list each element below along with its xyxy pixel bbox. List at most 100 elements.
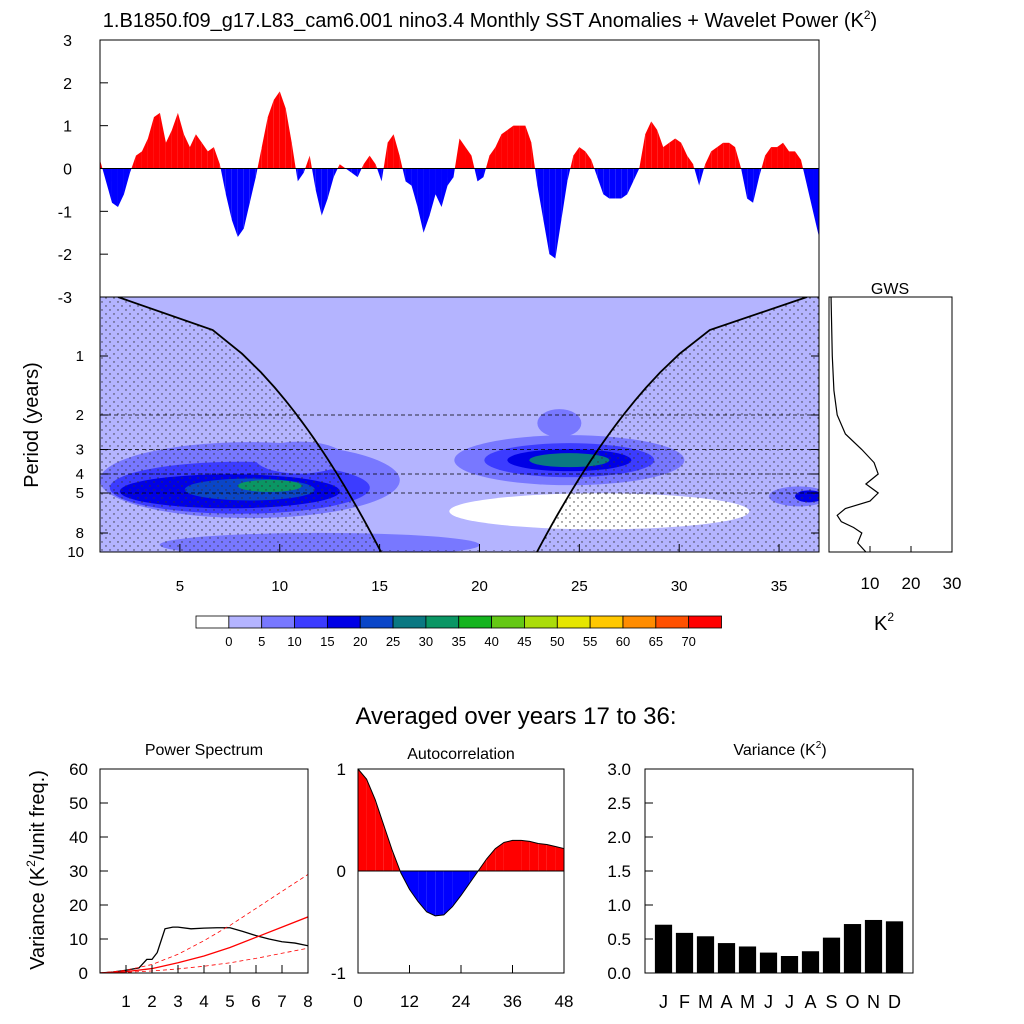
colorbar-box <box>294 615 328 629</box>
y-tick-label: 4 <box>76 466 84 483</box>
positive-anomaly-segment <box>765 147 772 169</box>
colorbar-box <box>458 615 493 629</box>
negative-anomaly-segment <box>243 168 250 229</box>
negative-anomaly-segment <box>759 168 762 178</box>
x-tick-label: 4 <box>199 992 208 1011</box>
negative-anomaly-segment <box>603 168 610 199</box>
colorbar-box <box>556 615 591 629</box>
negative-anomaly-segment <box>351 168 358 178</box>
power-spectrum-frame <box>99 768 309 974</box>
positive-anomaly-segment <box>159 112 166 169</box>
positive-anomaly-segment <box>789 151 796 169</box>
y-tick-label: 0 <box>337 862 346 881</box>
colorbar-label: 65 <box>649 634 663 649</box>
negative-anomaly-segment <box>117 168 124 208</box>
colorbar-label: 50 <box>550 634 564 649</box>
colorbar-box <box>195 615 230 629</box>
positive-anomaly-segment <box>471 155 475 169</box>
negative-anomaly-segment <box>561 168 568 220</box>
positive-anomaly-segment <box>795 151 802 169</box>
colorbar-boxes <box>195 615 722 629</box>
y-tick-label: 1 <box>76 348 84 365</box>
colorbar-box <box>228 615 263 629</box>
positive-anomaly-segment <box>383 142 388 169</box>
positive-anomaly-segment <box>219 164 221 169</box>
negative-anomaly-segment <box>220 168 226 195</box>
colorbar-label: 40 <box>484 634 498 649</box>
spectrum-line-upper-bound <box>100 874 308 973</box>
positive-anomaly-segment <box>201 142 208 169</box>
negative-anomaly-segment <box>405 168 412 186</box>
positive-anomaly-segment <box>195 134 202 169</box>
autocorrelation-line <box>357 768 565 917</box>
negative-anomaly-segment <box>429 168 436 216</box>
positive-anomaly-segment <box>531 142 535 169</box>
positive-anomaly-segment <box>100 159 103 169</box>
positive-correlation-segment <box>521 840 530 871</box>
colorbar-box <box>491 615 525 629</box>
x-tick-label: 35 <box>771 578 788 595</box>
timeseries-panel: 3 2 1 0 -1 -2 -3 <box>58 33 820 307</box>
positive-anomaly-segment <box>761 155 766 169</box>
positive-anomaly-segment <box>645 121 652 169</box>
positive-anomaly-segment <box>171 112 178 169</box>
colorbar-label: 30 <box>419 634 433 649</box>
variance-y-axis: 3.0 2.5 2.0 1.5 1.0 0.5 0.0 <box>607 760 653 983</box>
colorbar-label: 10 <box>287 634 301 649</box>
x-tick-label: J <box>764 992 773 1012</box>
negative-anomaly-segment <box>694 168 700 186</box>
positive-anomaly-segment <box>735 147 742 169</box>
y-tick-label: 3.0 <box>607 760 631 779</box>
negative-anomaly-segment <box>534 168 538 186</box>
positive-correlation-segment <box>495 842 504 871</box>
positive-anomaly-segment <box>585 151 592 169</box>
negative-anomaly-segment <box>111 168 118 208</box>
colorbar-label: 5 <box>258 634 265 649</box>
x-tick-label: 20 <box>471 578 488 595</box>
negative-anomaly-segment <box>402 168 406 182</box>
x-tick-label: S <box>825 992 837 1012</box>
positive-anomaly-segment <box>771 147 778 169</box>
negative-anomaly-segment <box>594 168 598 178</box>
positive-anomaly-segment <box>657 129 664 169</box>
negative-correlation-segment <box>461 871 470 896</box>
negative-anomaly-segment <box>237 168 244 238</box>
figure-title: 1.B1850.f09_g17.L83_cam6.001 nino3.4 Mon… <box>103 8 877 32</box>
y-tick-label: -1 <box>58 204 72 221</box>
x-tick-label: 10 <box>271 578 288 595</box>
negative-anomaly-segment <box>297 168 304 182</box>
variance-bar <box>654 924 673 973</box>
positive-anomaly-segment <box>501 129 508 169</box>
negative-anomaly-segment <box>621 168 628 199</box>
y-tick-label: -1 <box>331 964 346 983</box>
x-tick-label: M <box>698 992 713 1012</box>
positive-anomaly-segment <box>573 147 580 169</box>
colorbar-box <box>655 615 690 629</box>
negative-anomaly-segment <box>567 168 571 182</box>
x-tick-label: J <box>785 992 794 1012</box>
positive-anomaly-segment <box>131 155 136 169</box>
positive-anomaly-segment <box>309 155 312 169</box>
y-tick-label: 0.0 <box>607 964 631 983</box>
negative-anomaly-segment <box>477 168 484 182</box>
negative-anomaly-segment <box>537 168 544 220</box>
positive-anomaly-segment <box>153 112 160 169</box>
negative-anomaly-segment <box>807 168 814 212</box>
positive-anomaly-segment <box>717 142 724 169</box>
negative-anomaly-segment <box>741 168 748 199</box>
positive-anomaly-segment <box>189 134 196 169</box>
x-tick-label: 8 <box>303 992 312 1011</box>
variance-bar <box>738 946 757 973</box>
wavelet-y-label: Period (years) <box>21 362 43 488</box>
positive-anomaly-segment <box>507 125 514 169</box>
variance-bar <box>780 956 799 973</box>
x-tick-label: 36 <box>503 992 522 1011</box>
negative-anomaly-segment <box>627 168 634 195</box>
positive-anomaly-segment <box>339 164 346 169</box>
negative-correlation-segment <box>435 871 444 916</box>
x-tick-label: 20 <box>902 574 921 593</box>
positive-correlation-segment <box>555 846 564 871</box>
y-tick-label: 40 <box>69 828 88 847</box>
